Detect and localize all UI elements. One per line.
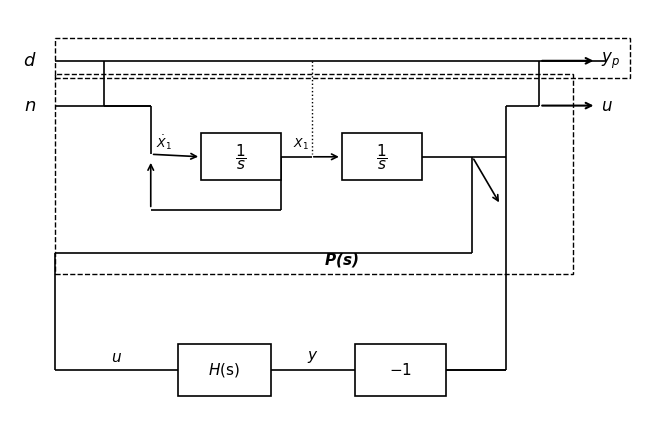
Text: $u$: $u$ [111,350,122,365]
Bar [55,73,573,274]
Text: $d$: $d$ [23,52,37,70]
Text: $\dfrac{1}{s}$: $\dfrac{1}{s}$ [235,142,247,172]
Bar [201,133,281,181]
Bar [355,345,446,396]
Text: $\boldsymbol{P}$(s): $\boldsymbol{P}$(s) [324,251,359,269]
Text: $X_1$: $X_1$ [293,137,309,152]
Text: $\dot{X}_1$: $\dot{X}_1$ [156,133,172,152]
Bar [342,133,422,181]
Text: $\dfrac{1}{s}$: $\dfrac{1}{s}$ [376,142,388,172]
Bar [55,39,630,78]
Text: $n$: $n$ [24,97,36,115]
Text: $u$: $u$ [601,97,613,115]
Bar [178,345,271,396]
Text: $y_p$: $y_p$ [601,51,620,71]
Text: $-1$: $-1$ [389,362,412,378]
Text: $H$(s): $H$(s) [208,361,241,379]
Text: $y$: $y$ [308,349,319,365]
